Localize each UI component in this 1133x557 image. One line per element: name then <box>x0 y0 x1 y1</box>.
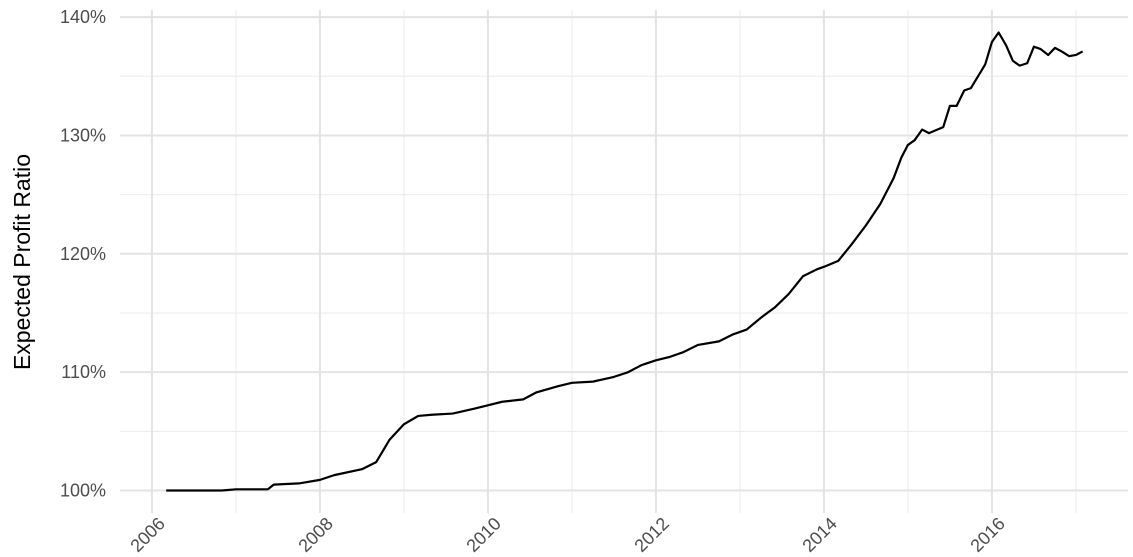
plot <box>166 31 1084 492</box>
x-tick-label: 2006 <box>126 514 168 556</box>
x-tick-label: 2012 <box>630 514 672 556</box>
grid <box>120 10 1128 513</box>
x-tick-label: 2016 <box>966 514 1008 556</box>
y-axis-title: Expected Profit Ratio <box>9 154 35 370</box>
x-tick-label: 2014 <box>798 514 840 556</box>
y-tick-label: 140% <box>60 7 106 27</box>
x-tick-label: 2010 <box>462 514 504 556</box>
line <box>166 31 1084 492</box>
y-tick-label: 120% <box>60 244 106 264</box>
x-tick-label: 2008 <box>294 514 336 556</box>
y-tick-label: 110% <box>61 362 106 382</box>
y-tick-label: 130% <box>60 125 106 145</box>
y-tick-label: 100% <box>60 481 106 501</box>
